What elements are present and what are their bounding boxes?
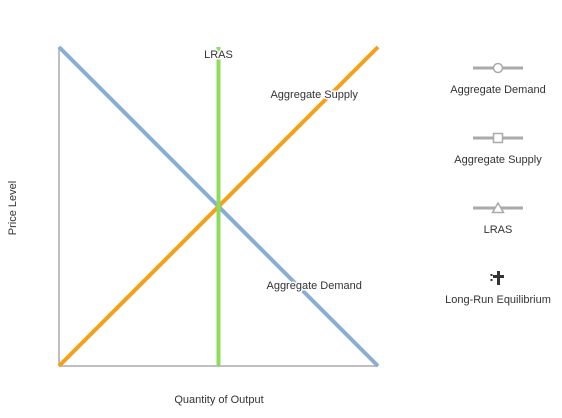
tool-label: LRAS [483,224,513,236]
y-axis-label: Price Level [7,181,19,235]
long-run-equilibrium-tool[interactable]: Long-Run Equilibrium [433,270,562,306]
line-triangle-icon [472,200,524,216]
lras-label: LRAS [204,49,233,61]
aggregate-demand-label: Aggregate Demand [266,280,361,292]
tool-label: Aggregate Supply [454,154,542,166]
aggregate-supply-tool[interactable]: Aggregate Supply [433,130,562,166]
aggregate-demand-tool[interactable]: Aggregate Demand [433,60,562,96]
lras-tool[interactable]: LRAS [433,200,562,236]
aggregate-supply-label: Aggregate Supply [270,89,358,101]
line-circle-icon [472,60,524,76]
x-axis-label: Quantity of Output [174,394,263,406]
line-square-icon [472,130,524,146]
chart: LRAS Aggregate Supply Aggregate Demand Qua… [7,45,380,406]
tool-label: Aggregate Demand [450,84,546,96]
equilibrium-cross-icon [472,270,524,286]
tool-label: Long-Run Equilibrium [445,294,551,306]
